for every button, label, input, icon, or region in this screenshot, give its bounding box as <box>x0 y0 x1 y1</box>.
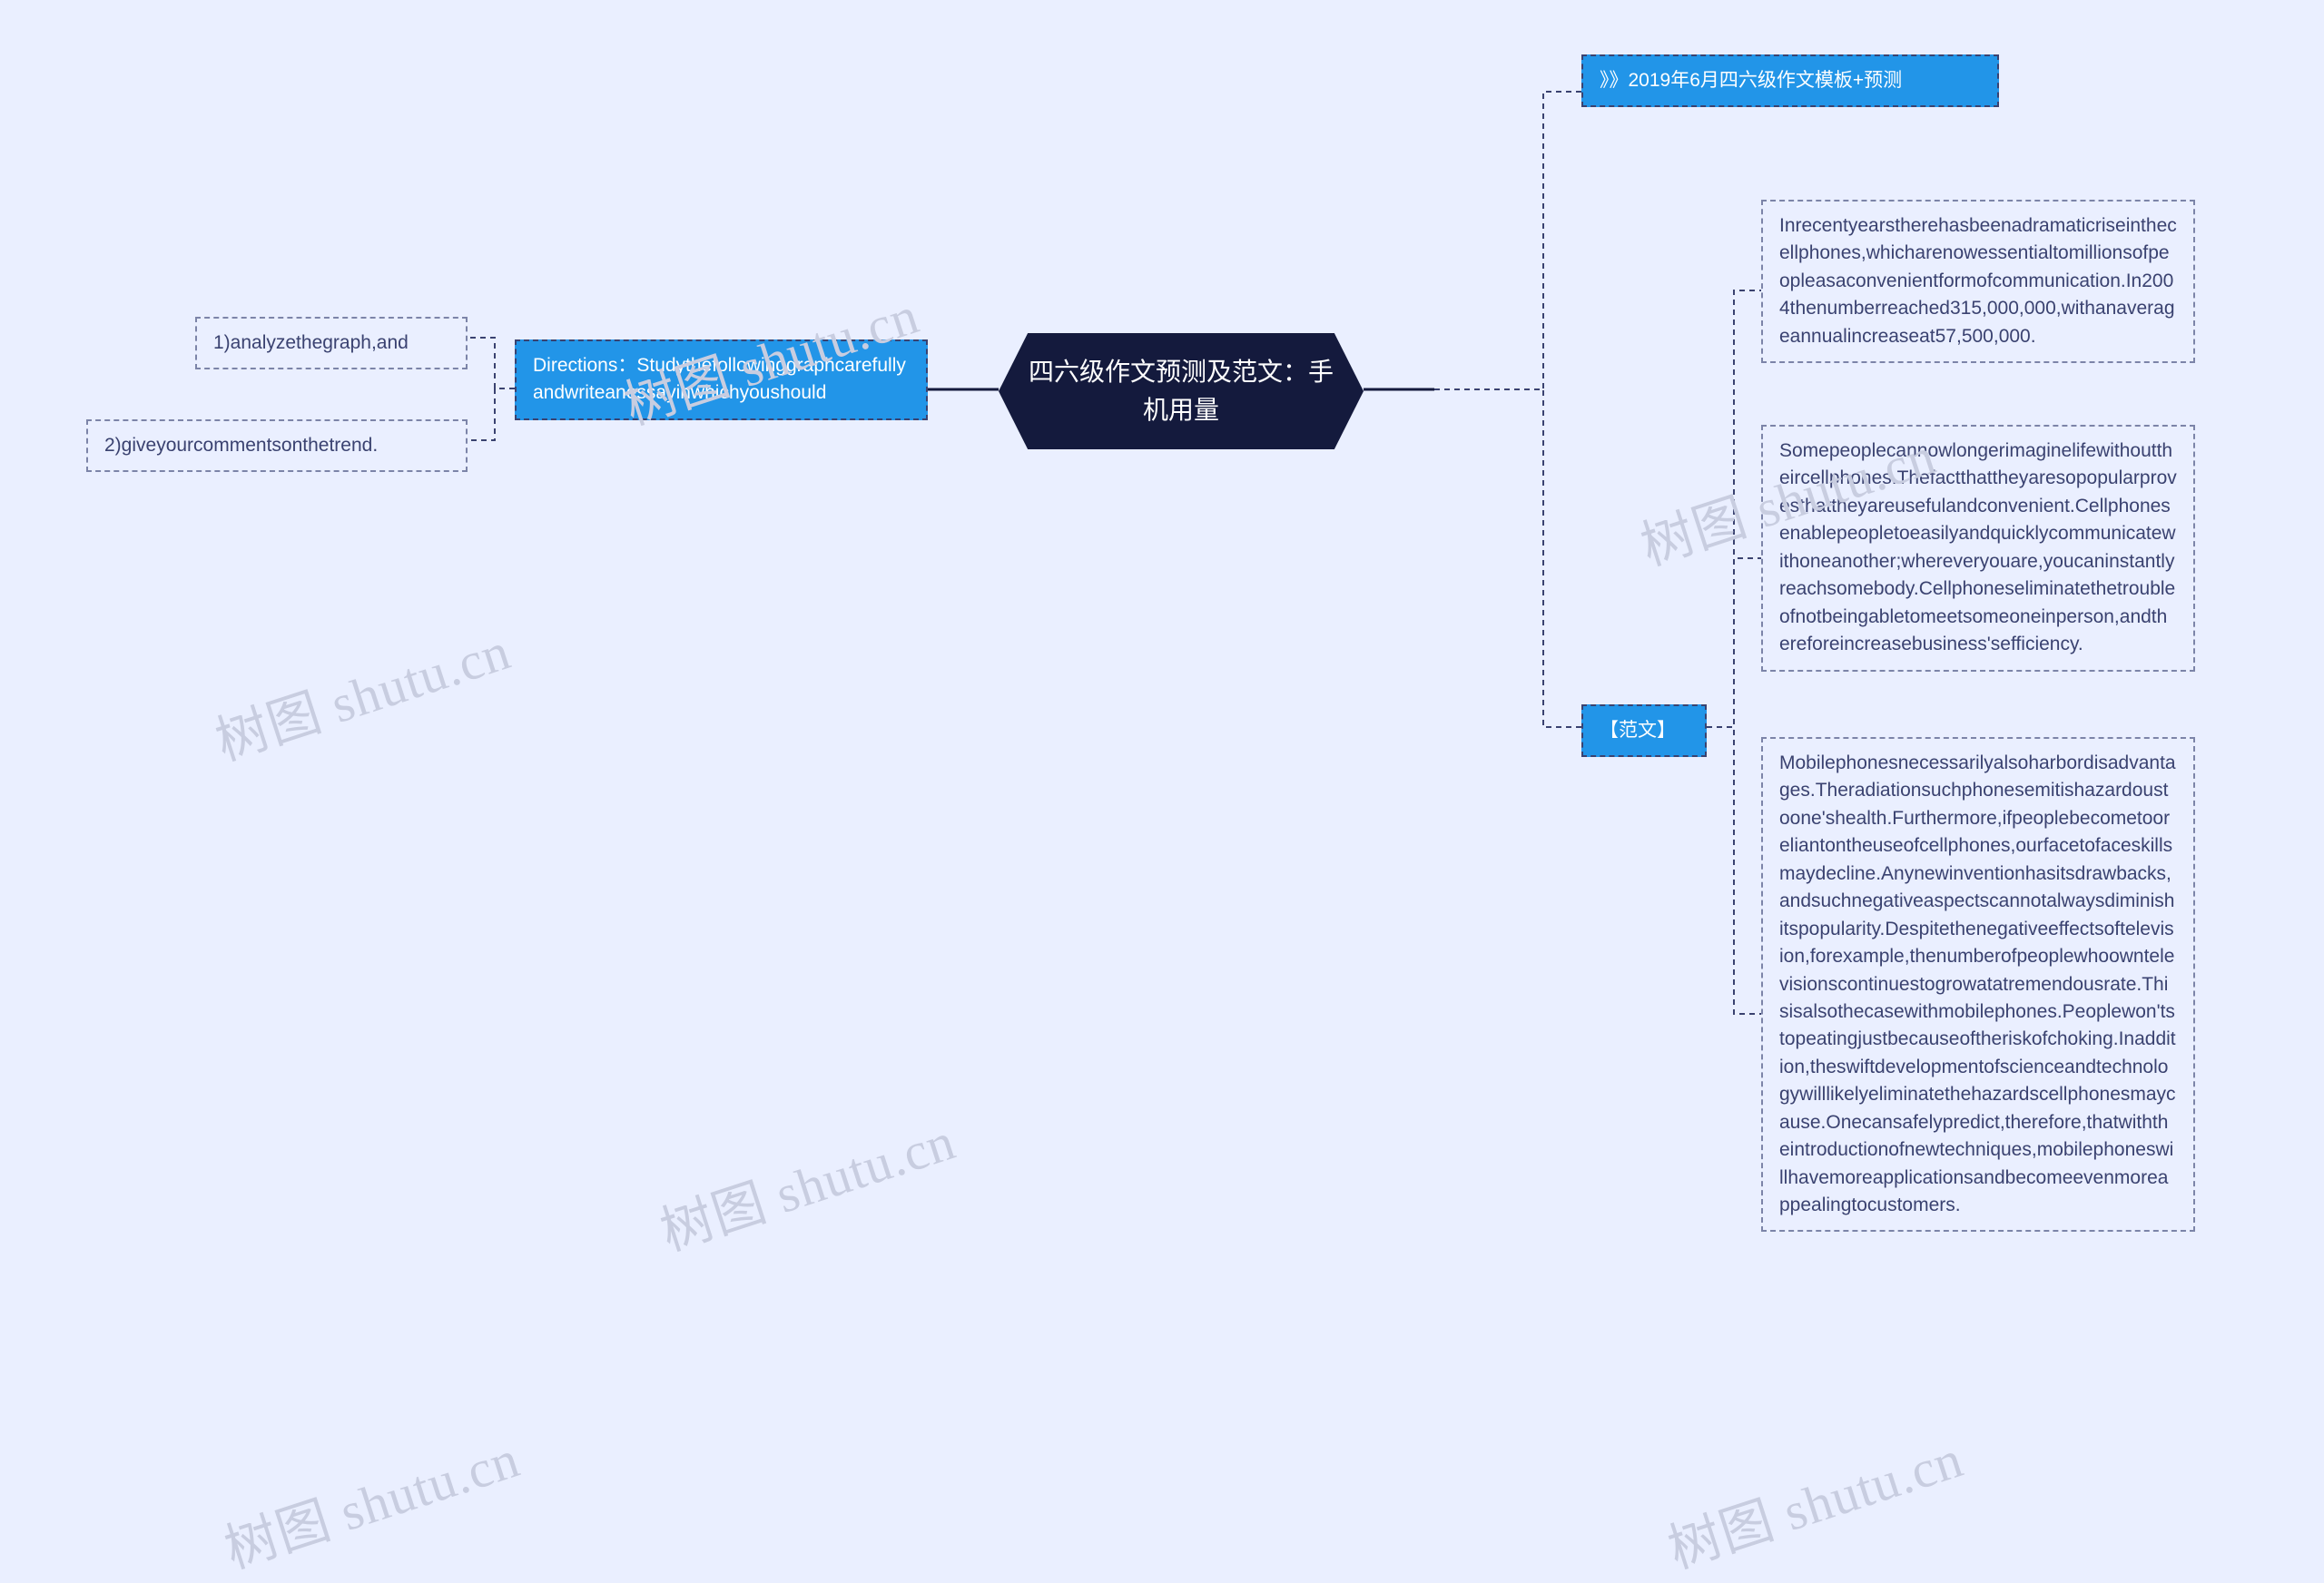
watermark: 树图 shutu.cn <box>204 608 518 775</box>
fanwen-label-node[interactable]: 【范文】 <box>1581 704 1707 757</box>
directions-node[interactable]: Directions：Studythefollowinggraphcareful… <box>515 339 928 420</box>
watermark: 树图 shutu.cn <box>649 1098 963 1265</box>
fanwen-para-1[interactable]: Inrecentyearstherehasbeenadramaticrisein… <box>1761 200 2195 363</box>
fanwen-para-3[interactable]: Mobilephonesnecessarilyalsoharbordisadva… <box>1761 737 2195 1232</box>
left-leaf-2[interactable]: 2)giveyourcommentsonthetrend. <box>86 419 468 472</box>
watermark: 树图 shutu.cn <box>213 1416 527 1583</box>
root-node[interactable]: 四六级作文预测及范文：手机用量 <box>999 333 1364 449</box>
left-leaf-1[interactable]: 1)analyzethegraph,and <box>195 317 468 369</box>
fanwen-para-2[interactable]: Somepeoplecannowlongerimaginelifewithout… <box>1761 425 2195 672</box>
watermark: 树图 shutu.cn <box>1657 1416 1971 1583</box>
template-link-node[interactable]: 》》2019年6月四六级作文模板+预测 <box>1581 54 1999 107</box>
